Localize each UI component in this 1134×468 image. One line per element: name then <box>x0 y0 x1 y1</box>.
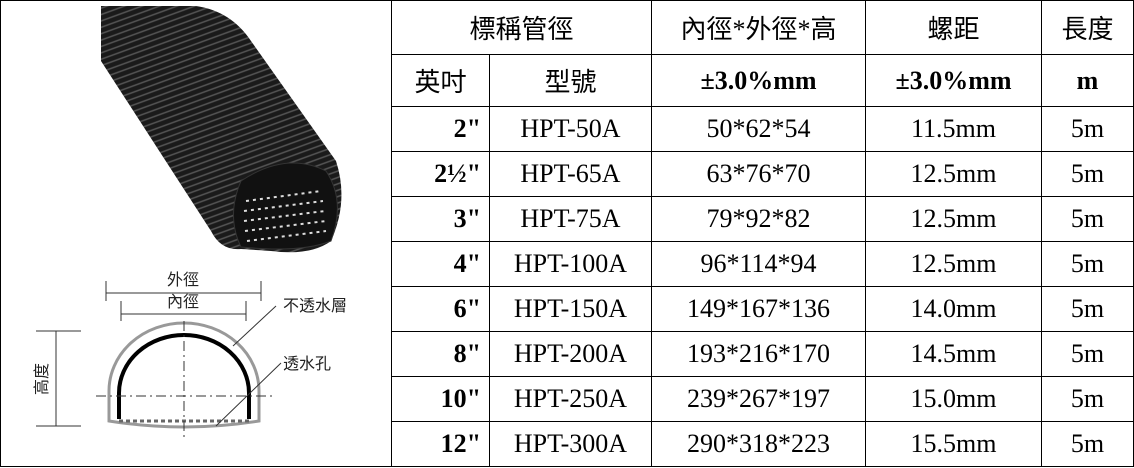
header-cell: 內徑*外徑*高 <box>651 0 866 55</box>
table-cell: 12.5mm <box>865 151 1042 197</box>
table-cell: 12.5mm <box>865 196 1042 242</box>
table-cell: HPT-50A <box>489 106 652 152</box>
table-cell: 5m <box>1041 286 1134 332</box>
table-cell: 15.0mm <box>865 376 1042 422</box>
table-cell: 96*114*94 <box>651 241 866 287</box>
table-cell: 149*167*136 <box>651 286 866 332</box>
table-cell: 2½" <box>391 151 490 197</box>
data-row: 2" HPT-50A 50*62*54 11.5mm 5m <box>391 106 1134 152</box>
table-cell: HPT-200A <box>489 331 652 377</box>
table-cell: 5m <box>1041 106 1134 152</box>
data-row: 6" HPT-150A 149*167*136 14.0mm 5m <box>391 286 1134 332</box>
header-cell: 標稱管徑 <box>391 0 652 55</box>
label-height: 高度 <box>32 363 51 395</box>
table-cell: 79*92*82 <box>651 196 866 242</box>
table-cell: 10" <box>391 376 490 422</box>
table-cell: 5m <box>1041 376 1134 422</box>
table-cell: 239*267*197 <box>651 376 866 422</box>
table-cell: 11.5mm <box>865 106 1042 152</box>
table-cell: 8" <box>391 331 490 377</box>
table-cell: HPT-75A <box>489 196 652 242</box>
table-cell: 5m <box>1041 196 1134 242</box>
pipe-3d <box>101 6 342 253</box>
table-cell: 63*76*70 <box>651 151 866 197</box>
table-cell: 4" <box>391 241 490 287</box>
header-row: 英吋 型號 ±3.0%mm ±3.0%mm m <box>391 54 1134 107</box>
table-cell: HPT-300A <box>489 421 652 467</box>
table-cell: HPT-150A <box>489 286 652 332</box>
table-cell: 3" <box>391 196 490 242</box>
header-row: 標稱管徑 內徑*外徑*高 螺距 長度 <box>391 0 1134 55</box>
header-cell: 型號 <box>489 54 652 107</box>
header-cell: 英吋 <box>391 54 490 107</box>
table-cell: HPT-65A <box>489 151 652 197</box>
table-cell: 5m <box>1041 331 1134 377</box>
label-outer-diameter: 外徑 <box>167 270 199 289</box>
data-row: 10" HPT-250A 239*267*197 15.0mm 5m <box>391 376 1134 422</box>
table-cell: 5m <box>1041 151 1134 197</box>
label-inner-diameter: 內徑 <box>167 292 199 311</box>
table-cell: 2" <box>391 106 490 152</box>
table-cell: 15.5mm <box>865 421 1042 467</box>
header-cell: m <box>1041 54 1134 107</box>
table-cell: 12" <box>391 421 490 467</box>
table-cell: 6" <box>391 286 490 332</box>
table-cell: 193*216*170 <box>651 331 866 377</box>
table-cell: HPT-250A <box>489 376 652 422</box>
table-cell: 14.5mm <box>865 331 1042 377</box>
table-cell: 5m <box>1041 241 1134 287</box>
header-cell: 長度 <box>1041 0 1134 55</box>
header-cell: ±3.0%mm <box>865 54 1042 107</box>
product-figure: 外徑 內徑 不透水層 透水孔 高度 <box>0 0 391 467</box>
data-row: 8" HPT-200A 193*216*170 14.5mm 5m <box>391 331 1134 377</box>
data-row: 3" HPT-75A 79*92*82 12.5mm 5m <box>391 196 1134 242</box>
figure-svg: 外徑 內徑 不透水層 透水孔 高度 <box>32 6 347 441</box>
header-cell: ±3.0%mm <box>651 54 866 107</box>
label-drain-holes: 透水孔 <box>283 354 331 373</box>
data-row: 12" HPT-300A 290*318*223 15.5mm 5m <box>391 421 1134 467</box>
table-body: 標稱管徑 內徑*外徑*高 螺距 長度 英吋 型號 ±3.0%mm ±3.0%mm… <box>391 0 1134 467</box>
cross-section <box>36 281 282 441</box>
table-cell: 12.5mm <box>865 241 1042 287</box>
header-cell: 螺距 <box>865 0 1042 55</box>
spec-table: 標稱管徑 內徑*外徑*高 螺距 長度 英吋 型號 ±3.0%mm ±3.0%mm… <box>391 0 1134 467</box>
table-cell: 50*62*54 <box>651 106 866 152</box>
table-cell: 14.0mm <box>865 286 1042 332</box>
label-impermeable-layer: 不透水層 <box>283 296 347 315</box>
table-cell: 5m <box>1041 421 1134 467</box>
table-cell: HPT-100A <box>489 241 652 287</box>
table-cell: 290*318*223 <box>651 421 866 467</box>
data-row: 2½" HPT-65A 63*76*70 12.5mm 5m <box>391 151 1134 197</box>
data-row: 4" HPT-100A 96*114*94 12.5mm 5m <box>391 241 1134 287</box>
